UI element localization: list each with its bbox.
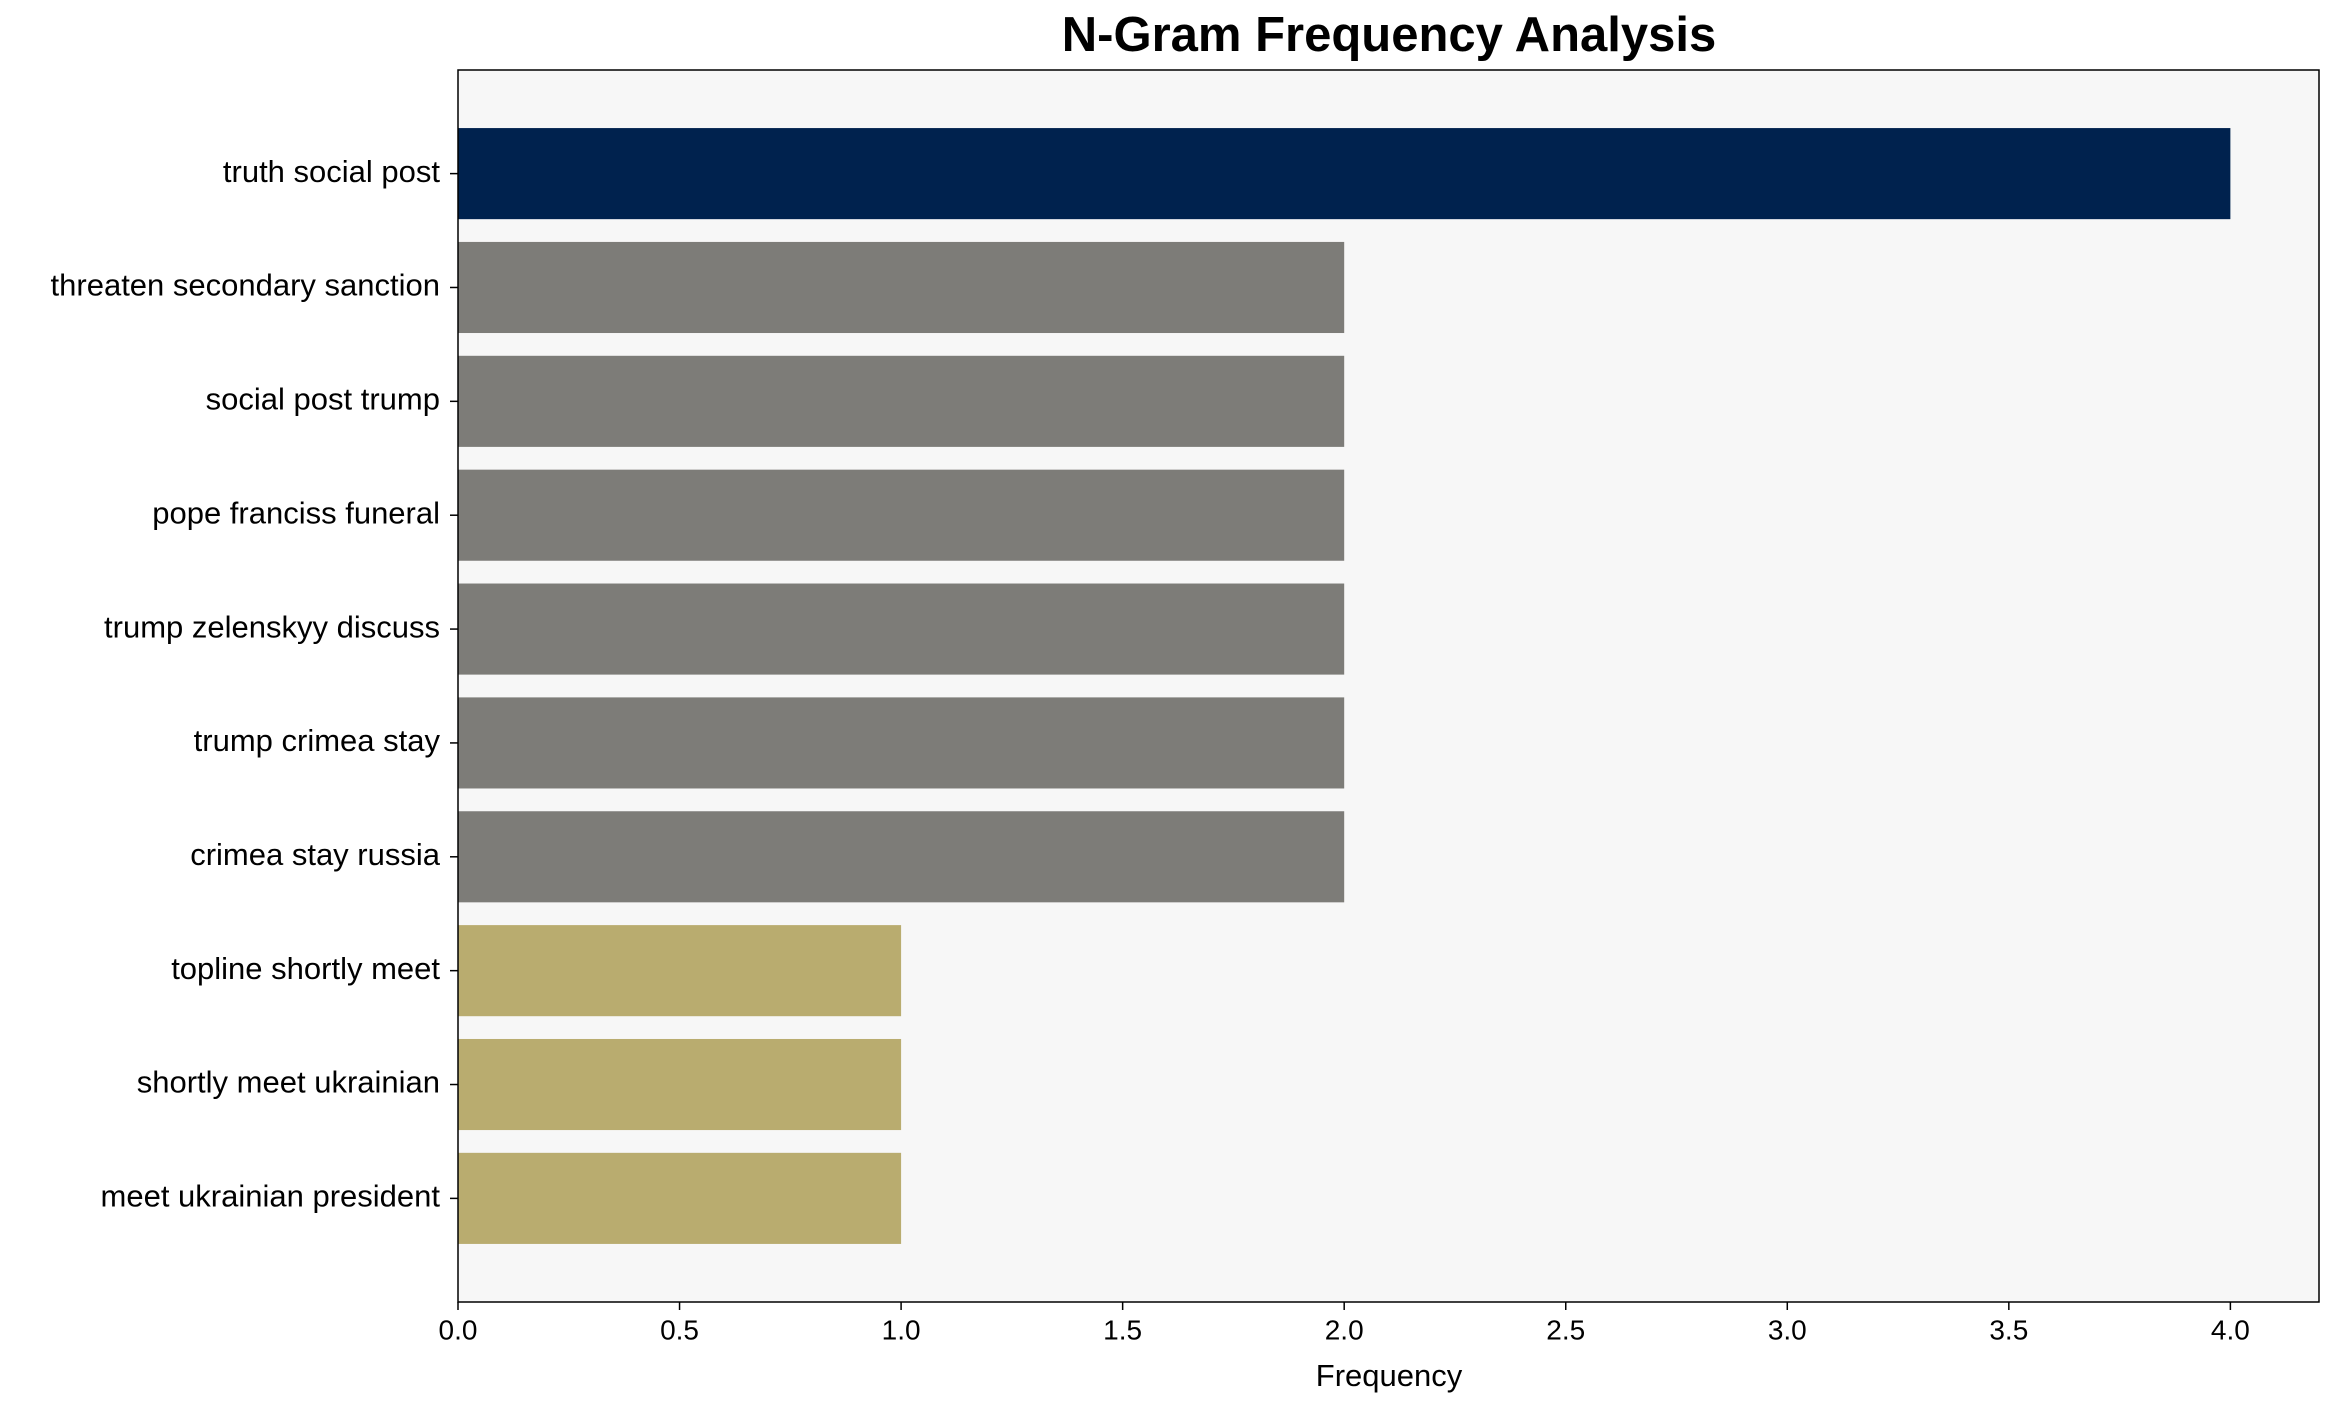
bar xyxy=(458,241,1345,334)
y-tick-label: trump crimea stay xyxy=(194,723,441,758)
x-tick-label: 1.0 xyxy=(882,1314,921,1345)
bar xyxy=(458,697,1345,789)
x-tick-label: 0.5 xyxy=(660,1314,699,1345)
x-tick-label: 2.5 xyxy=(1546,1314,1585,1345)
bar xyxy=(458,925,902,1017)
plot-frame xyxy=(457,69,2320,1303)
bar xyxy=(458,583,1345,675)
y-tick-label: truth social post xyxy=(223,154,440,189)
x-axis-label: Frequency xyxy=(1316,1358,1463,1393)
y-tick-label: trump zelenskyy discuss xyxy=(104,609,440,644)
bar xyxy=(458,469,1345,561)
bar xyxy=(458,1152,902,1244)
y-tick-label: crimea stay russia xyxy=(190,837,441,872)
y-tick-label: threaten secondary sanction xyxy=(51,268,440,303)
y-tick-label: meet ukrainian president xyxy=(101,1179,441,1214)
y-tick-label: shortly meet ukrainian xyxy=(137,1065,440,1100)
y-tick-label: pope franciss funeral xyxy=(152,495,440,530)
chart-title: N-Gram Frequency Analysis xyxy=(1062,8,1716,62)
x-tick-label: 0.0 xyxy=(439,1314,478,1345)
y-tick-label: topline shortly meet xyxy=(171,951,440,986)
x-tick-label: 2.0 xyxy=(1325,1314,1364,1345)
bar xyxy=(458,355,1345,447)
bar xyxy=(458,128,2231,220)
bar xyxy=(458,1038,902,1131)
bar xyxy=(458,811,1345,903)
x-tick-label: 3.5 xyxy=(1989,1314,2028,1345)
x-tick-label: 4.0 xyxy=(2211,1314,2250,1345)
x-tick-label: 3.0 xyxy=(1768,1314,1807,1345)
y-tick-label: social post trump xyxy=(206,382,440,417)
x-tick-label: 1.5 xyxy=(1103,1314,1142,1345)
